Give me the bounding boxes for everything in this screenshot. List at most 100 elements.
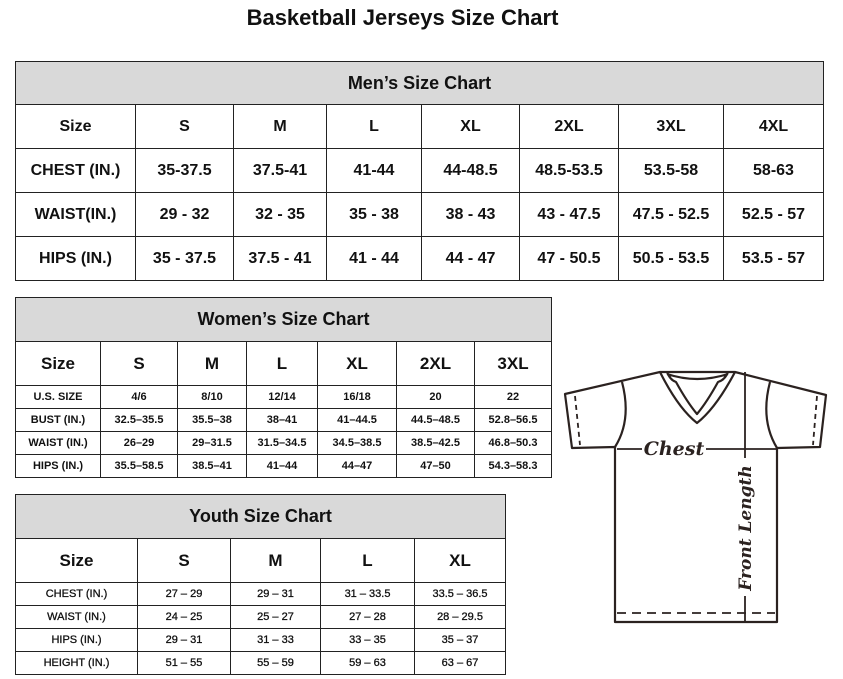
table-row: WAIST (IN.) 26–29 29–31.5 31.5–34.5 34.5–38.…: [15, 431, 553, 455]
table-cell: 52.5 - 57: [723, 192, 824, 237]
column-header: 3XL: [618, 104, 724, 149]
table-cell: 48.5-53.5: [519, 148, 619, 193]
column-header: S: [100, 341, 178, 386]
row-label: HIPS (IN.): [15, 236, 136, 281]
table-cell: 59 – 63: [320, 651, 415, 675]
table-cell: 25 – 27: [230, 605, 321, 629]
womens-size-table: Women’s Size Chart Size S M L XL 2XL 3XL U.S. SI…: [14, 297, 553, 478]
table-cell: 27 – 29: [137, 582, 231, 606]
table-cell: 16/18: [317, 385, 397, 409]
table-cell: 38 - 43: [421, 192, 520, 237]
table-cell: 35 – 37: [413, 628, 507, 652]
column-header: Size: [15, 341, 101, 386]
row-label: CHEST (IN.): [15, 582, 138, 606]
table-cell: 35.5–58.5: [100, 454, 178, 478]
table-row: WAIST(IN.) 29 - 32 32 - 35 35 - 38 38 - 43 43…: [15, 192, 824, 237]
table-cell: 35 - 38: [326, 192, 422, 237]
table-cell: 52.8–56.5: [473, 408, 553, 432]
table-caption-row: Men’s Size Chart: [15, 61, 824, 105]
column-header: S: [135, 104, 234, 149]
table-cell: 24 – 25: [137, 605, 231, 629]
table-cell: 55 – 59: [230, 651, 321, 675]
column-header: 4XL: [723, 104, 824, 149]
table-cell: 34.5–38.5: [317, 431, 397, 455]
table-cell: 35 - 37.5: [135, 236, 234, 281]
row-label: WAIST (IN.): [15, 431, 101, 455]
table-cell: 35-37.5: [135, 148, 234, 193]
table-header-row: Size S M L XL: [15, 538, 507, 583]
row-label: HIPS (IN.): [15, 454, 101, 478]
table-cell: 4/6: [100, 385, 178, 409]
table-row: BUST (IN.) 32.5–35.5 35.5–38 38–41 41–44.5 44…: [15, 408, 553, 432]
column-header: L: [246, 341, 318, 386]
table-row: HIPS (IN.) 35 - 37.5 37.5 - 41 41 - 44 44 - …: [15, 236, 824, 281]
column-header: M: [177, 341, 247, 386]
table-row: HEIGHT (IN.) 51 – 55 55 – 59 59 – 63 63 – 67: [15, 651, 507, 675]
chest-label: Chest: [644, 438, 705, 460]
table-row: HIPS (IN.) 29 – 31 31 – 33 33 – 35 35 – 37: [15, 628, 507, 652]
column-header: M: [230, 538, 321, 583]
table-cell: 22: [473, 385, 553, 409]
table-cell: 41-44: [326, 148, 422, 193]
row-label: U.S. SIZE: [15, 385, 101, 409]
table-cell: 44-48.5: [421, 148, 520, 193]
table-caption: Men’s Size Chart: [15, 61, 824, 105]
table-header-row: Size S M L XL 2XL 3XL 4XL: [15, 104, 824, 149]
youth-size-table: Youth Size Chart Size S M L XL CHEST (IN.) 27 –…: [14, 494, 507, 675]
table-cell: 53.5-58: [618, 148, 724, 193]
table-header-row: Size S M L XL 2XL 3XL: [15, 341, 553, 386]
column-header: Size: [15, 104, 136, 149]
table-cell: 47 - 50.5: [519, 236, 619, 281]
table-cell: 37.5 - 41: [233, 236, 327, 281]
row-label: BUST (IN.): [15, 408, 101, 432]
table-cell: 31.5–34.5: [246, 431, 318, 455]
table-cell: 29–31.5: [177, 431, 247, 455]
table-cell: 47–50: [396, 454, 475, 478]
table-cell: 26–29: [100, 431, 178, 455]
mens-size-table: Men’s Size Chart Size S M L XL 2XL 3XL 4XL CHEST …: [15, 61, 824, 281]
page-title: Basketball Jerseys Size Chart: [246, 5, 559, 30]
row-label: HEIGHT (IN.): [15, 651, 138, 675]
table-cell: 53.5 - 57: [723, 236, 824, 281]
column-header: Size: [15, 538, 138, 583]
table-cell: 32.5–35.5: [100, 408, 178, 432]
table-cell: 33.5 – 36.5: [413, 582, 507, 606]
table-cell: 63 – 67: [413, 651, 507, 675]
table-cell: 29 – 31: [230, 582, 321, 606]
table-cell: 44 - 47: [421, 236, 520, 281]
table-cell: 33 – 35: [320, 628, 415, 652]
column-header: 2XL: [396, 341, 475, 386]
table-row: CHEST (IN.) 35-37.5 37.5-41 41-44 44-48.5 48.…: [15, 148, 824, 193]
table-cell: 44–47: [317, 454, 397, 478]
row-label: WAIST(IN.): [15, 192, 136, 237]
table-cell: 8/10: [177, 385, 247, 409]
table-caption-row: Women’s Size Chart: [14, 297, 553, 342]
table-row: U.S. SIZE 4/6 8/10 12/14 16/18 20 22: [15, 385, 553, 409]
table-cell: 31 – 33: [230, 628, 321, 652]
table-cell: 31 – 33.5: [320, 582, 415, 606]
table-cell: 32 - 35: [233, 192, 327, 237]
table-cell: 43 - 47.5: [519, 192, 619, 237]
table-cell: 41–44: [246, 454, 318, 478]
table-cell: 27 – 28: [320, 605, 415, 629]
table-row: HIPS (IN.) 35.5–58.5 38.5–41 41–44 44–47 47–5…: [15, 454, 553, 478]
jersey-armholes: [614, 381, 778, 449]
table-caption: Youth Size Chart: [14, 494, 507, 539]
table-caption: Women’s Size Chart: [14, 297, 553, 342]
row-label: HIPS (IN.): [15, 628, 138, 652]
column-header: XL: [317, 341, 397, 386]
column-header: XL: [421, 104, 520, 149]
row-label: WAIST (IN.): [15, 605, 138, 629]
table-row: CHEST (IN.) 27 – 29 29 – 31 31 – 33.5 33.5 –…: [15, 582, 507, 606]
table-cell: 35.5–38: [177, 408, 247, 432]
table-cell: 38.5–42.5: [396, 431, 475, 455]
table-cell: 38.5–41: [177, 454, 247, 478]
jersey-collar: [659, 371, 736, 425]
column-header: XL: [413, 538, 507, 583]
column-header: M: [233, 104, 327, 149]
table-cell: 20: [396, 385, 475, 409]
jersey-outline: [563, 370, 828, 624]
table-cell: 51 – 55: [137, 651, 231, 675]
table-cell: 58-63: [723, 148, 824, 193]
table-cell: 54.3–58.3: [473, 454, 553, 478]
